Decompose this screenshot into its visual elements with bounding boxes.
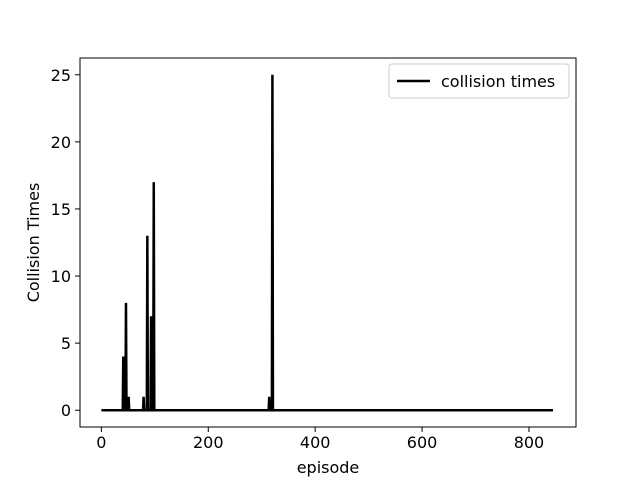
x-axis-ticks: 0 200 400 600 800 bbox=[96, 427, 544, 452]
x-tick-label: 800 bbox=[514, 433, 545, 452]
axes-frame bbox=[79, 57, 577, 428]
y-tick-label: 20 bbox=[51, 133, 71, 152]
y-tick-label: 15 bbox=[51, 200, 71, 219]
x-axis-label: episode bbox=[297, 458, 360, 477]
legend-box bbox=[388, 63, 570, 99]
y-axis-ticks: 0 5 10 15 20 25 bbox=[51, 66, 80, 420]
legend-label-collision-times: collision times bbox=[441, 72, 555, 91]
series-line-0 bbox=[101, 74, 554, 412]
y-tick-label: 0 bbox=[61, 401, 71, 420]
x-tick-label: 600 bbox=[407, 433, 438, 452]
y-tick-label: 25 bbox=[51, 66, 71, 85]
y-tick-label: 5 bbox=[61, 334, 71, 353]
x-tick-label: 0 bbox=[96, 433, 106, 452]
x-tick-label: 200 bbox=[193, 433, 224, 452]
y-tick-label: 10 bbox=[51, 267, 71, 286]
y-axis-label: Collision Times bbox=[24, 183, 43, 303]
x-tick-label: 400 bbox=[300, 433, 331, 452]
legend: collision times bbox=[388, 63, 570, 99]
plot-layer bbox=[101, 74, 554, 412]
